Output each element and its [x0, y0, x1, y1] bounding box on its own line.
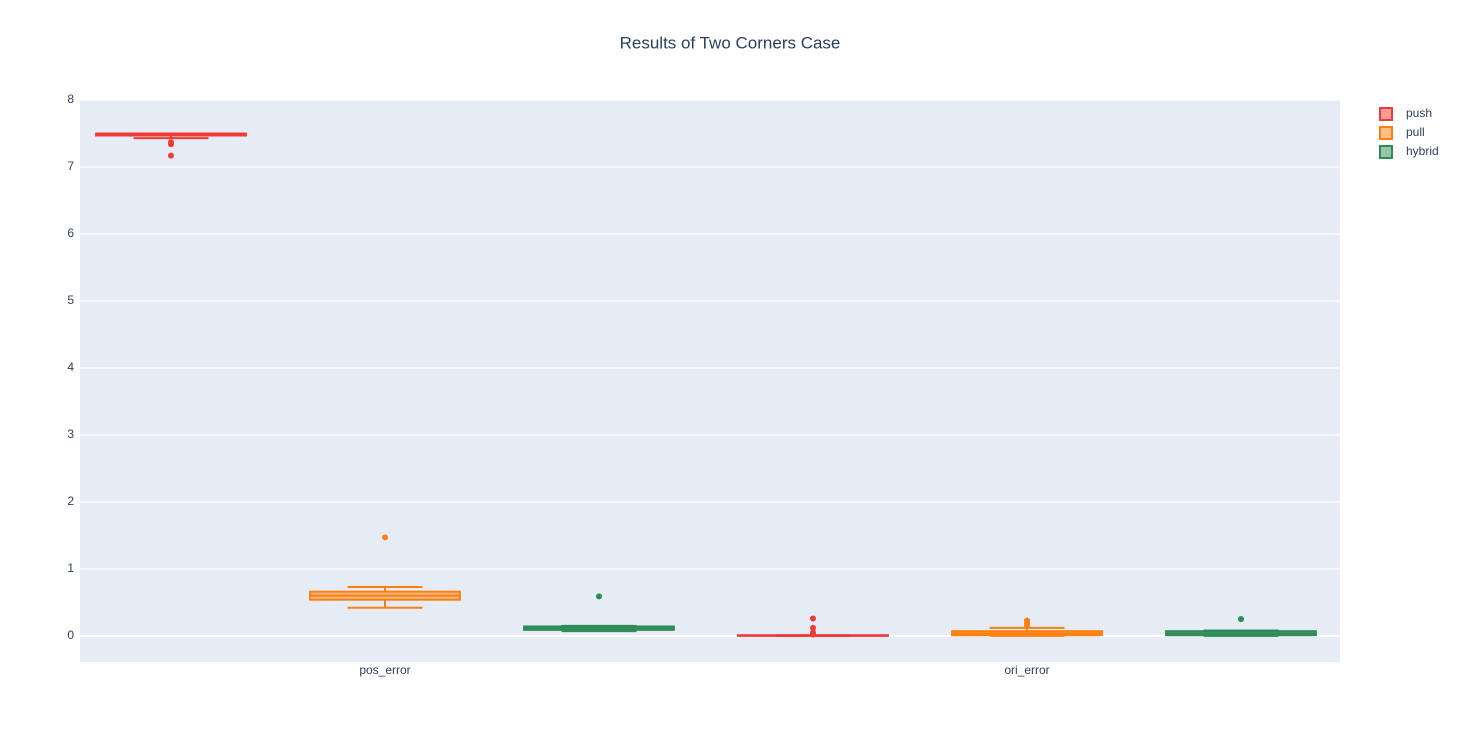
x-tick-label: pos_error: [359, 663, 410, 677]
y-tick-label: 7: [67, 159, 74, 173]
y-tick-label: 3: [67, 427, 74, 441]
outlier: [168, 152, 174, 159]
legend-swatch[interactable]: [1379, 145, 1393, 159]
outlier: [596, 593, 602, 600]
legend-label[interactable]: pull: [1406, 125, 1425, 139]
y-tick-label: 4: [67, 360, 74, 374]
y-tick-label: 8: [67, 92, 74, 106]
legend-swatch[interactable]: [1379, 107, 1393, 121]
outlier: [1238, 616, 1244, 623]
plot-area: [80, 100, 1340, 662]
legend-swatch[interactable]: [1379, 126, 1393, 140]
outlier: [810, 615, 816, 622]
y-tick-label: 1: [67, 561, 74, 575]
outlier: [810, 631, 816, 638]
outlier: [810, 624, 816, 631]
y-tick-label: 5: [67, 293, 74, 307]
y-tick-label: 0: [67, 628, 74, 642]
y-tick-label: 2: [67, 494, 74, 508]
outlier: [382, 534, 388, 541]
x-tick-label: ori_error: [1004, 663, 1049, 677]
legend-label[interactable]: push: [1406, 106, 1432, 120]
chart-title: Results of Two Corners Case: [620, 33, 841, 52]
outlier: [1024, 622, 1030, 629]
legend-label[interactable]: hybrid: [1406, 144, 1439, 158]
y-tick-label: 6: [67, 226, 74, 240]
outlier: [168, 141, 174, 148]
